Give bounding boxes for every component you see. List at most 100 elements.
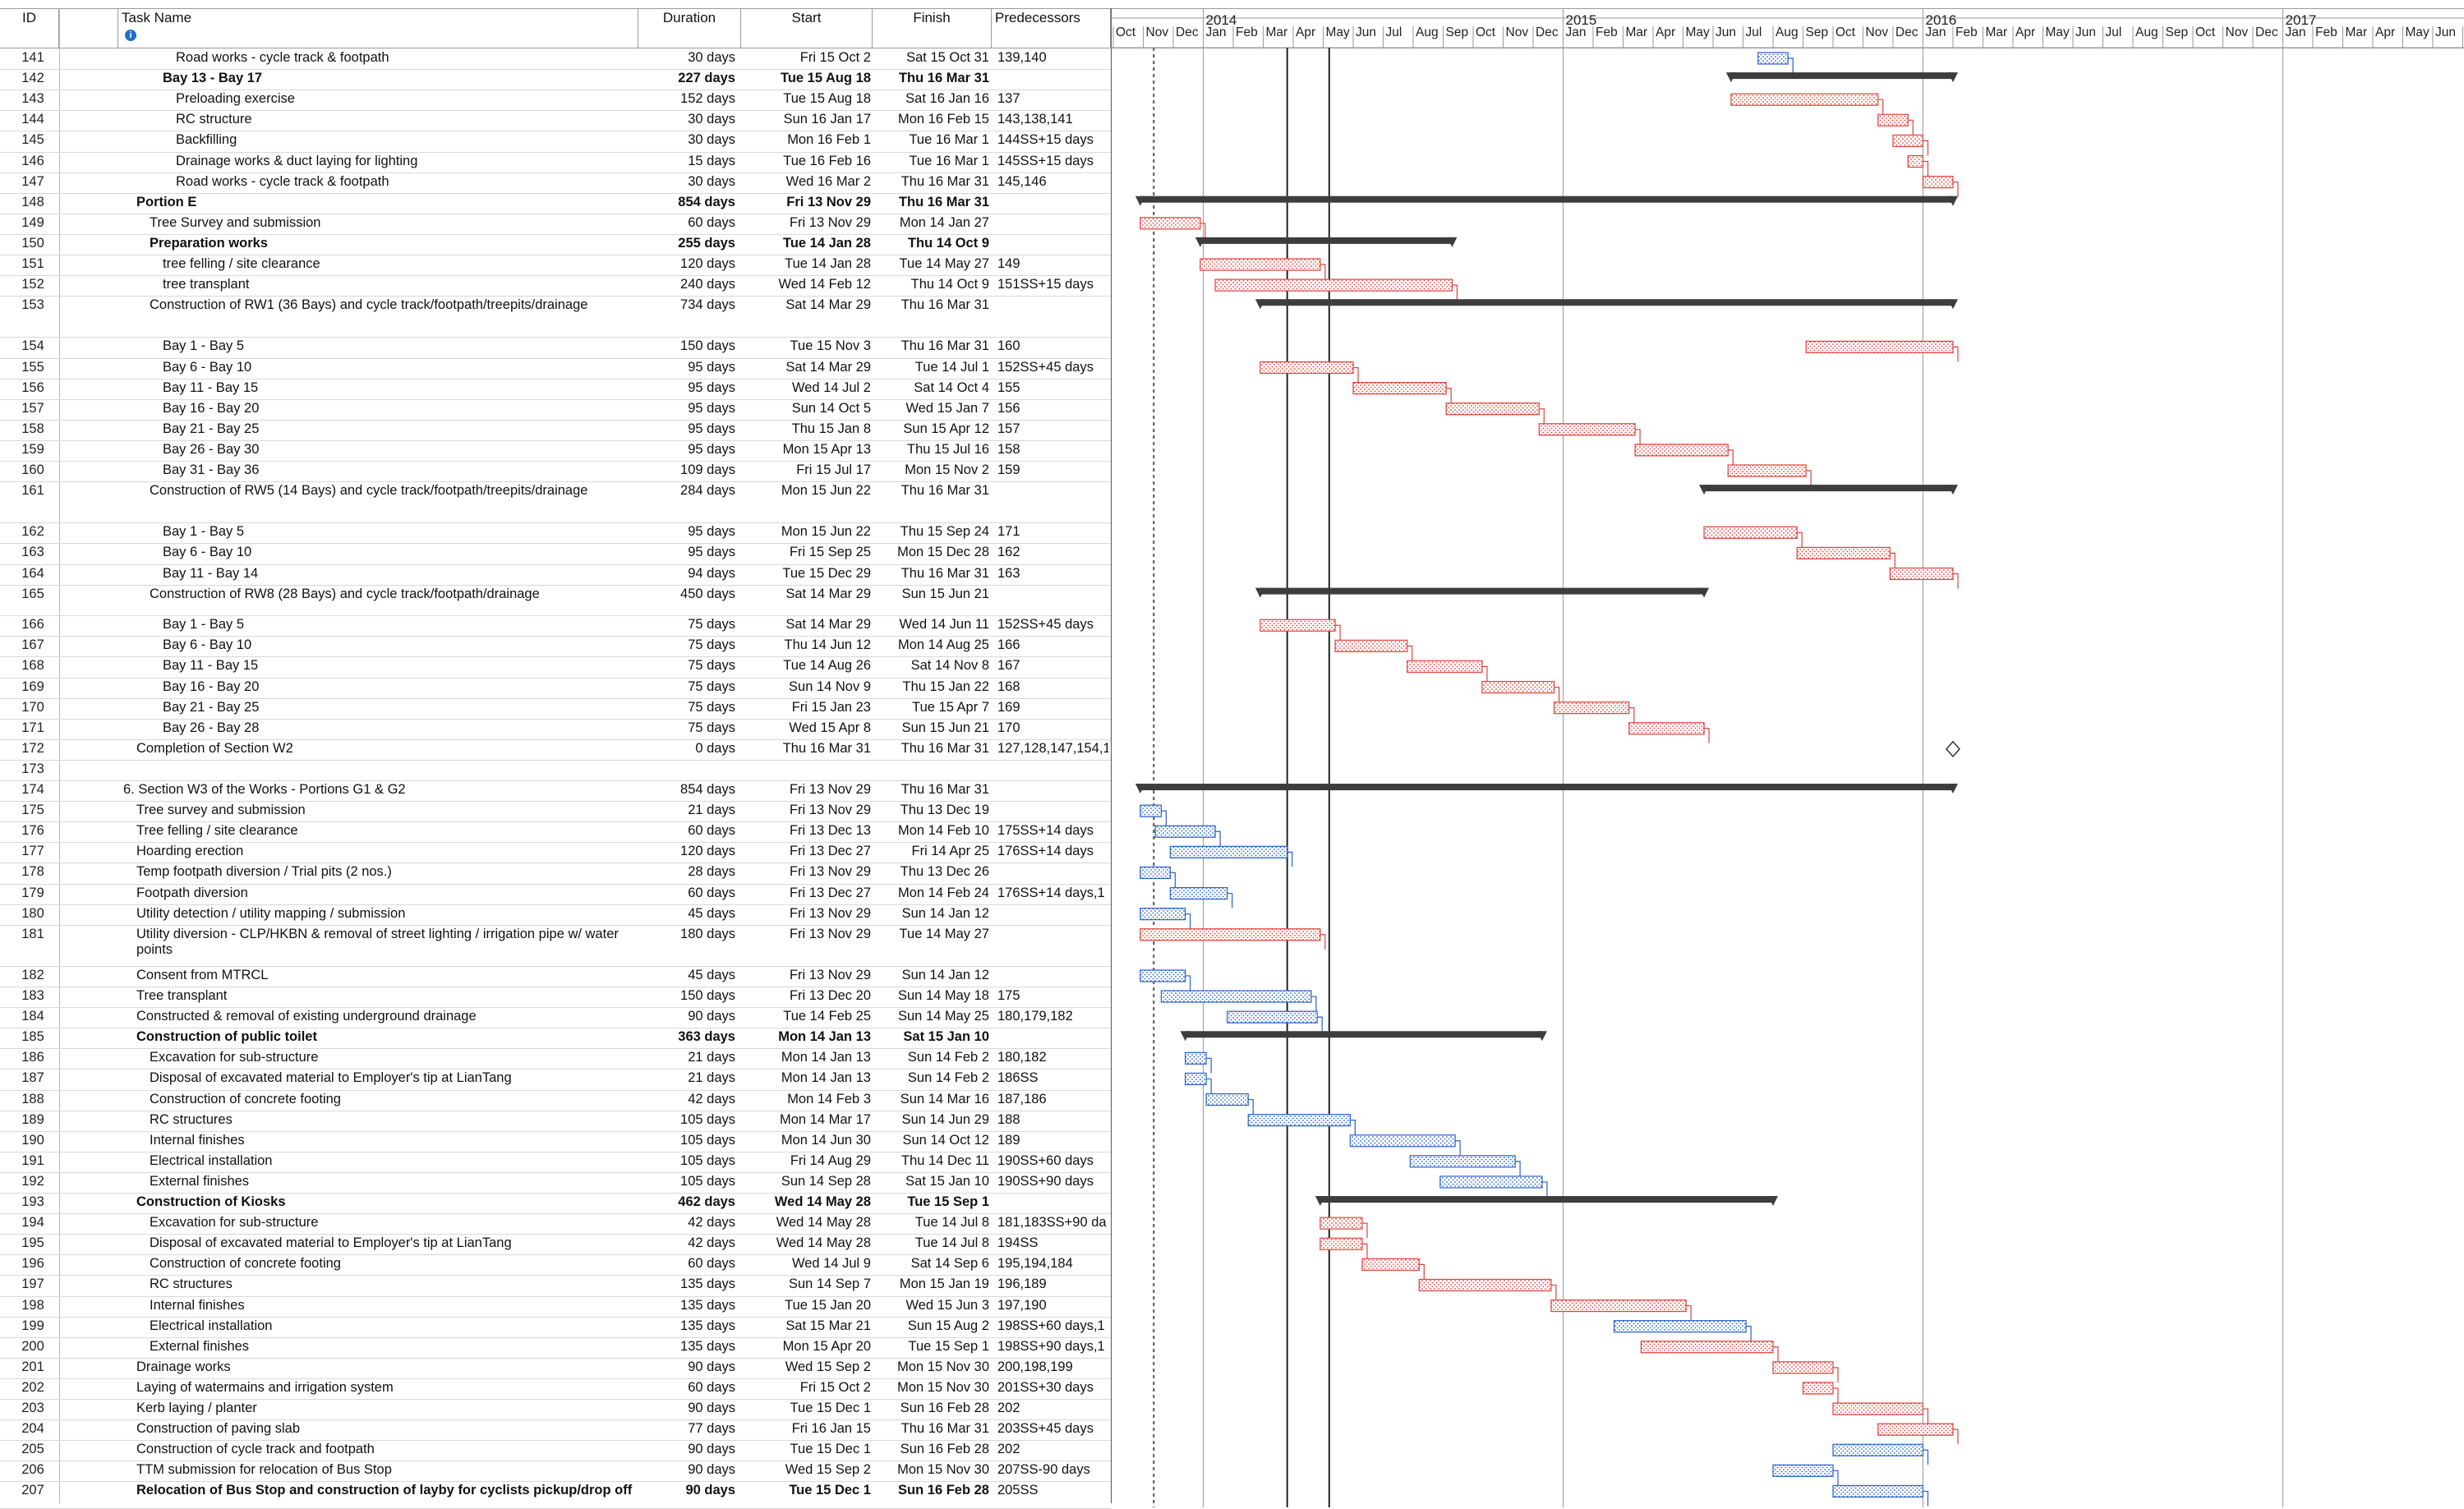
task-duration: 75 days (688, 679, 735, 694)
task-row[interactable]: 164 Bay 11 - Bay 14 94 days Tue 15 Dec 29 Th… (0, 564, 1111, 585)
col-header-predecessors[interactable]: Predecessors (992, 8, 1111, 48)
task-row[interactable]: 170 Bay 21 - Bay 25 75 days Fri 15 Jan 23 Tu… (0, 698, 1111, 719)
task-predecessors: 168 (997, 679, 1020, 694)
task-row[interactable]: 148 Portion E 854 days Fri 13 Nov 29 Thu 16 … (0, 193, 1111, 214)
task-id: 185 (21, 1029, 44, 1045)
task-finish: Fri 14 Apr 25 (911, 844, 989, 859)
task-name: External finishes (150, 1338, 250, 1354)
task-name: Construction of RW8 (28 Bays) and cycle … (150, 586, 540, 601)
task-row[interactable]: 188 Construction of concrete footing 42 da… (0, 1090, 1111, 1111)
col-header-info[interactable]: i (59, 8, 136, 48)
task-row[interactable]: 196 Construction of concrete footing 60 da… (0, 1254, 1111, 1275)
task-row[interactable]: 145 Backfilling 30 days Mon 16 Feb 1 Tue 16 … (0, 131, 1111, 151)
critical-task-bar (1260, 361, 1354, 375)
task-row[interactable]: 144 RC structure 30 days Sun 16 Jan 17 Mon 1… (0, 110, 1111, 131)
task-duration: 90 days (688, 1009, 735, 1024)
task-row[interactable]: 192 External finishes 105 days Sun 14 Sep 2… (0, 1172, 1111, 1193)
task-row[interactable]: 154 Bay 1 - Bay 5 150 days Tue 15 Nov 3 Thu … (0, 337, 1111, 357)
task-row[interactable]: 155 Bay 6 - Bay 10 95 days Sat 14 Mar 29 Tue… (0, 358, 1111, 379)
task-row[interactable]: 183 Tree transplant 150 days Fri 13 Dec 20 S… (0, 987, 1111, 1007)
task-finish: Thu 16 Mar 31 (898, 194, 989, 209)
task-row[interactable]: 182 Consent from MTRCL 45 days Fri 13 Nov 2… (0, 966, 1111, 987)
task-start: Fri 15 Oct 2 (799, 1379, 871, 1395)
task-row[interactable]: 177 Hoarding erection 120 days Fri 13 Dec 2… (0, 842, 1111, 863)
task-name: Completion of Section W2 (136, 740, 293, 756)
task-row[interactable]: 169 Bay 16 - Bay 20 75 days Sun 14 Nov 9 Thu… (0, 678, 1111, 698)
task-row[interactable]: 178 Temp footpath diversion / Trial pits … (0, 863, 1111, 883)
task-row[interactable]: 175 Tree survey and submission 21 days Fri … (0, 801, 1111, 821)
task-start: Tue 15 Dec 1 (790, 1442, 871, 1457)
task-id: 163 (21, 545, 44, 560)
task-row[interactable]: 157 Bay 16 - Bay 20 95 days Sun 14 Oct 5 Wed… (0, 399, 1111, 420)
task-row[interactable]: 146 Drainage works & duct laying for ligh… (0, 152, 1111, 173)
task-row[interactable]: 194 Excavation for sub-structure 42 days We… (0, 1213, 1111, 1234)
task-row[interactable]: 173 (0, 760, 1111, 780)
col-header-task-name[interactable]: Task Name (118, 8, 638, 48)
task-row[interactable]: 203 Kerb laying / planter 90 days Tue 15 De… (0, 1399, 1111, 1419)
task-row[interactable]: 190 Internal finishes 105 days Mon 14 Jun 3… (0, 1131, 1111, 1152)
task-row[interactable]: 167 Bay 6 - Bay 10 75 days Thu 14 Jun 12 Mon… (0, 636, 1111, 656)
task-row[interactable]: 191 Electrical installation 105 days Fri 14… (0, 1152, 1111, 1172)
task-id: 165 (21, 586, 44, 601)
task-row[interactable]: 150 Preparation works 255 days Tue 14 Jan 2… (0, 234, 1111, 255)
task-row[interactable]: 179 Footpath diversion 60 days Fri 13 Dec 2… (0, 884, 1111, 904)
dependency-link (1446, 388, 1452, 403)
task-row[interactable]: 159 Bay 26 - Bay 30 95 days Mon 15 Apr 13 Th… (0, 440, 1111, 461)
task-row[interactable]: 193 Construction of Kiosks 462 days Wed 14 … (0, 1193, 1111, 1213)
task-row[interactable]: 147 Road works - cycle track & footpath 30… (0, 173, 1111, 193)
task-row[interactable]: 181 Utility diversion - CLP/HKBN & remova… (0, 925, 1111, 966)
task-row[interactable]: 206 TTM submission for relocation of Bus … (0, 1461, 1111, 1481)
col-header-duration[interactable]: Duration (638, 8, 741, 48)
task-row[interactable]: 165 Construction of RW8 (28 Bays) and cyc… (0, 585, 1111, 616)
timescale-month: Jan (1566, 25, 1587, 39)
task-row[interactable]: 186 Excavation for sub-structure 21 days Mo… (0, 1048, 1111, 1069)
task-row[interactable]: 184 Constructed & removal of existing und… (0, 1007, 1111, 1028)
task-row[interactable]: 160 Bay 31 - Bay 36 109 days Fri 15 Jul 17 M… (0, 461, 1111, 481)
task-row[interactable]: 187 Disposal of excavated material to Emp… (0, 1069, 1111, 1089)
milestone-diamond (1945, 740, 1961, 757)
task-id: 171 (21, 720, 44, 735)
task-duration: 30 days (688, 112, 735, 127)
task-row[interactable]: 143 Preloading exercise 152 days Tue 15 Aug… (0, 90, 1111, 110)
task-row[interactable]: 189 RC structures 105 days Mon 14 Mar 17 Sun… (0, 1111, 1111, 1131)
task-start: Fri 13 Nov 29 (789, 967, 871, 982)
task-row[interactable]: 142 Bay 13 - Bay 17 227 days Tue 15 Aug 18 T… (0, 69, 1111, 90)
task-row[interactable]: 174 6. Section W3 of the Works - Portions… (0, 780, 1111, 801)
task-row[interactable]: 168 Bay 11 - Bay 15 75 days Tue 14 Aug 26 Sa… (0, 656, 1111, 677)
col-header-start[interactable]: Start (741, 8, 873, 48)
task-row[interactable]: 162 Bay 1 - Bay 5 95 days Mon 15 Jun 22 Thu … (0, 522, 1111, 543)
task-row[interactable]: 180 Utility detection / utility mapping /… (0, 904, 1111, 925)
task-row[interactable]: 201 Drainage works 90 days Wed 15 Sep 2 Mon … (0, 1358, 1111, 1378)
task-row[interactable]: 176 Tree felling / site clearance 60 days F… (0, 821, 1111, 842)
task-row[interactable]: 156 Bay 11 - Bay 15 95 days Wed 14 Jul 2 Sat… (0, 379, 1111, 399)
task-row[interactable]: 151 tree felling / site clearance 120 days… (0, 255, 1111, 275)
task-row[interactable]: 185 Construction of public toilet 363 days… (0, 1028, 1111, 1048)
task-row[interactable]: 141 Road works - cycle track & footpath 30… (0, 48, 1111, 69)
task-row[interactable]: 199 Electrical installation 135 days Sat 15… (0, 1317, 1111, 1337)
task-row[interactable]: 207 Relocation of Bus Stop and constructi… (0, 1481, 1111, 1508)
task-row[interactable]: 166 Bay 1 - Bay 5 75 days Sat 14 Mar 29 Wed … (0, 615, 1111, 636)
task-row[interactable]: 200 External finishes 135 days Mon 15 Apr 2… (0, 1337, 1111, 1358)
task-row[interactable]: 202 Laying of watermains and irrigation s… (0, 1378, 1111, 1399)
task-row[interactable]: 171 Bay 26 - Bay 28 75 days Wed 15 Apr 8 Sun… (0, 719, 1111, 739)
task-duration: 45 days (688, 905, 735, 921)
task-row[interactable]: 195 Disposal of excavated material to Emp… (0, 1234, 1111, 1254)
task-name: Relocation of Bus Stop and construction … (136, 1483, 633, 1498)
task-start: Tue 14 Jan 28 (782, 235, 871, 251)
task-row[interactable]: 204 Construction of paving slab 77 days Fri… (0, 1419, 1111, 1440)
task-row[interactable]: 197 RC structures 135 days Sun 14 Sep 7 Mon … (0, 1275, 1111, 1295)
col-header-id[interactable]: ID (0, 8, 59, 48)
task-finish: Sat 15 Oct 31 (906, 50, 989, 65)
task-row[interactable]: 152 tree transplant 240 days Wed 14 Feb 12 T… (0, 275, 1111, 296)
summary-bar (1200, 237, 1453, 244)
task-row[interactable]: 205 Construction of cycle track and footp… (0, 1440, 1111, 1461)
task-row[interactable]: 198 Internal finishes 135 days Tue 15 Jan 2… (0, 1296, 1111, 1317)
task-row[interactable]: 149 Tree Survey and submission 60 days Fri … (0, 214, 1111, 234)
task-row[interactable]: 153 Construction of RW1 (36 Bays) and cyc… (0, 296, 1111, 337)
task-row[interactable]: 172 Completion of Section W2 0 days Thu 16 … (0, 739, 1111, 760)
col-header-finish[interactable]: Finish (873, 8, 992, 48)
task-row[interactable]: 158 Bay 21 - Bay 25 95 days Thu 15 Jan 8 Sun… (0, 420, 1111, 440)
task-start: Tue 15 Dec 1 (789, 1483, 871, 1498)
task-row[interactable]: 161 Construction of RW5 (14 Bays) and cyc… (0, 481, 1111, 522)
task-row[interactable]: 163 Bay 6 - Bay 10 95 days Fri 15 Sep 25 Mon… (0, 543, 1111, 564)
